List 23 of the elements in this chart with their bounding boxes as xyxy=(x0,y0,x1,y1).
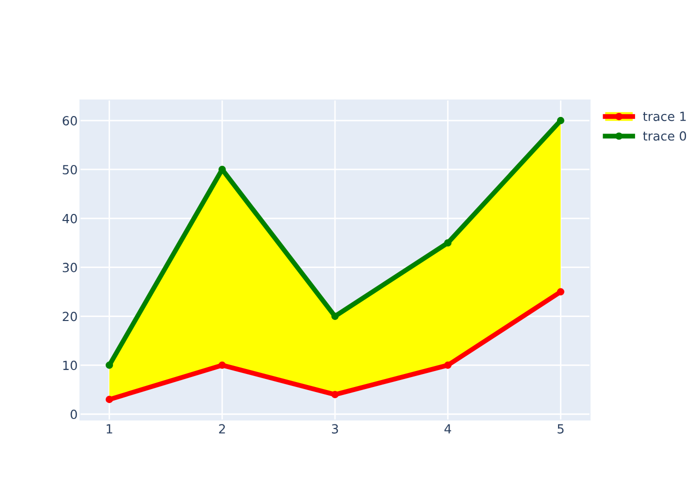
y-tick-label: 40 xyxy=(62,214,77,224)
point xyxy=(556,116,564,124)
point xyxy=(218,362,226,369)
legend-label: trace 1 xyxy=(643,112,686,122)
legend-label: trace 0 xyxy=(643,131,686,141)
point xyxy=(444,239,452,247)
x-tick-label: 1 xyxy=(106,424,112,434)
x-tick-label: 4 xyxy=(444,424,452,434)
point xyxy=(556,288,564,296)
x-tick-label: 5 xyxy=(558,424,564,434)
point xyxy=(444,362,452,369)
y-tick-label: 0 xyxy=(70,410,77,420)
y-tick-label: 10 xyxy=(63,360,77,370)
point xyxy=(106,396,114,404)
y-tick-label: 50 xyxy=(62,164,77,174)
point xyxy=(331,312,339,320)
point xyxy=(331,390,339,398)
y-tick-label: 30 xyxy=(62,262,77,272)
y-tick-label: 20 xyxy=(62,312,77,322)
y-tick-label: 60 xyxy=(62,116,77,126)
point xyxy=(106,362,114,369)
x-tick-label: 3 xyxy=(332,424,338,434)
x-tick-label: 2 xyxy=(219,424,225,434)
